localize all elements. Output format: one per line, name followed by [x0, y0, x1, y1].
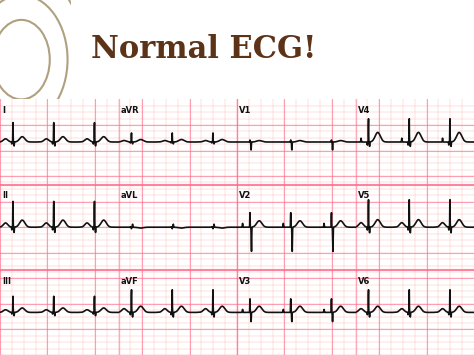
Text: V2: V2 [239, 191, 252, 201]
Text: aVF: aVF [121, 277, 138, 286]
Text: V5: V5 [358, 191, 370, 201]
Text: V3: V3 [239, 277, 252, 286]
Text: V4: V4 [358, 106, 370, 115]
Text: II: II [2, 191, 9, 201]
Text: V6: V6 [358, 277, 370, 286]
Text: III: III [2, 277, 11, 286]
Text: aVR: aVR [121, 106, 139, 115]
Text: V1: V1 [239, 106, 252, 115]
Text: I: I [2, 106, 5, 115]
Text: aVL: aVL [121, 191, 138, 201]
Text: Normal ECG!: Normal ECG! [91, 34, 317, 65]
